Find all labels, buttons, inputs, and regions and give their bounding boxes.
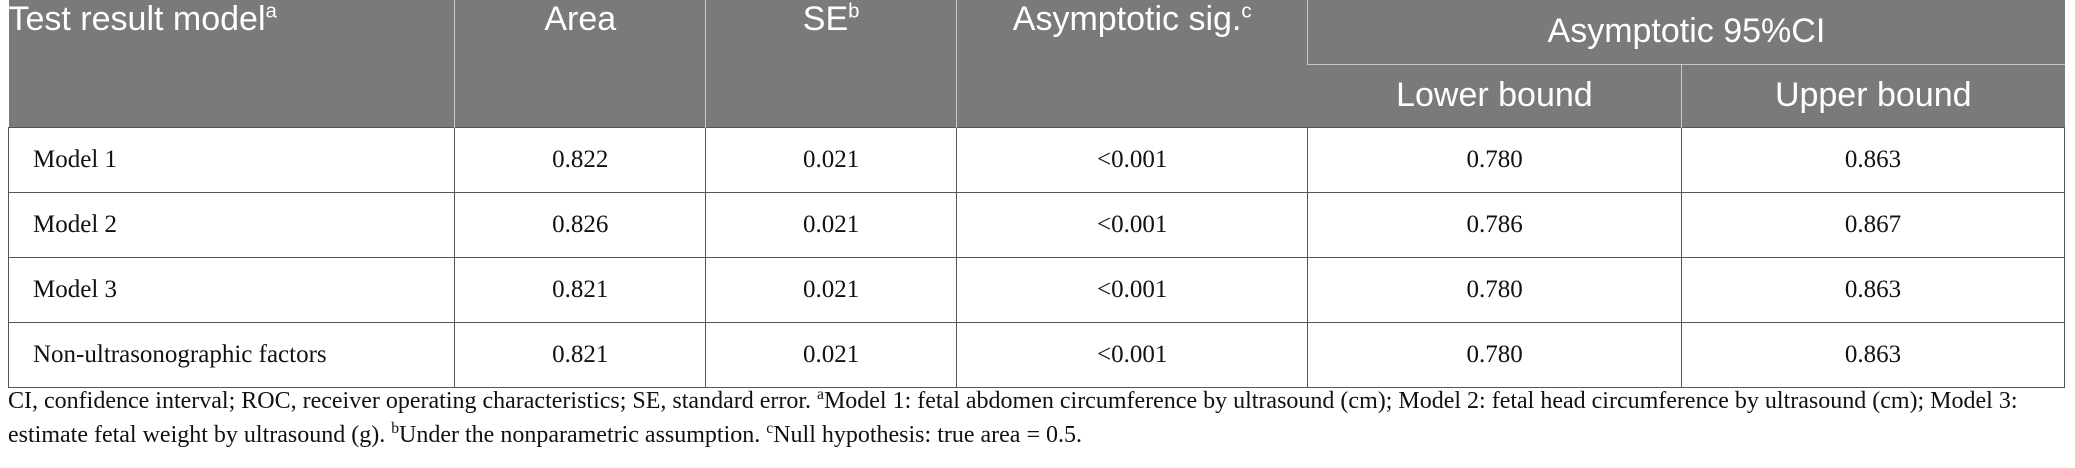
footnote-c-mark: c bbox=[766, 420, 774, 437]
table-row: Model 1 0.822 0.021 <0.001 0.780 0.863 bbox=[7, 126, 2066, 193]
table-row: Non-ultrasonographic factors 0.821 0.021… bbox=[7, 321, 2066, 388]
header-test-result-model: Test result modela bbox=[8, 0, 455, 127]
cell-model: Non-ultrasonographic factors bbox=[7, 321, 456, 388]
cell-model: Model 1 bbox=[7, 126, 456, 193]
cell-se: 0.021 bbox=[705, 321, 958, 388]
table-row: Model 2 0.826 0.021 <0.001 0.786 0.867 bbox=[7, 191, 2066, 258]
cell-lower: 0.780 bbox=[1307, 321, 1682, 388]
footnote-abbreviations: CI, confidence interval; ROC, receiver o… bbox=[8, 388, 812, 414]
results-table: Test result modela Area SEb Asymptotic s… bbox=[7, 0, 2066, 388]
cell-sig: <0.001 bbox=[956, 126, 1309, 193]
cell-area: 0.822 bbox=[454, 126, 707, 193]
cell-upper: 0.867 bbox=[1680, 191, 2066, 258]
header-asymptotic-sig: Asymptotic sig.c bbox=[956, 0, 1308, 127]
cell-model: Model 2 bbox=[7, 191, 456, 258]
header-upper-bound: Upper bound bbox=[1680, 64, 2065, 127]
footnote-b-mark: b bbox=[391, 420, 400, 437]
cell-area: 0.821 bbox=[454, 321, 707, 388]
cell-upper: 0.863 bbox=[1680, 321, 2066, 388]
cell-se: 0.021 bbox=[705, 256, 958, 323]
header-area: Area bbox=[454, 0, 706, 127]
footnote-b-text: Under the nonparametric assumption. bbox=[399, 422, 761, 448]
cell-se: 0.021 bbox=[705, 191, 958, 258]
cell-area: 0.821 bbox=[454, 256, 707, 323]
cell-sig: <0.001 bbox=[956, 321, 1309, 388]
footnote-c-text: Null hypothesis: true area = 0.5. bbox=[773, 422, 1082, 448]
table-footnote: CI, confidence interval; ROC, receiver o… bbox=[8, 384, 2065, 452]
table-header: Test result modela Area SEb Asymptotic s… bbox=[8, 0, 2065, 127]
cell-upper: 0.863 bbox=[1680, 256, 2066, 323]
cell-area: 0.826 bbox=[454, 191, 707, 258]
cell-lower: 0.786 bbox=[1307, 191, 1682, 258]
cell-lower: 0.780 bbox=[1307, 126, 1682, 193]
header-asymptotic-ci: Asymptotic 95%CI bbox=[1307, 0, 2065, 65]
cell-sig: <0.001 bbox=[956, 191, 1309, 258]
footnote-a-text: Model 1: fetal abdomen circumference by … bbox=[8, 388, 2018, 448]
header-se: SEb bbox=[705, 0, 957, 127]
footnote-a-mark: a bbox=[817, 386, 824, 403]
cell-se: 0.021 bbox=[705, 126, 958, 193]
cell-lower: 0.780 bbox=[1307, 256, 1682, 323]
header-lower-bound: Lower bound bbox=[1307, 64, 1682, 127]
cell-model: Model 3 bbox=[7, 256, 456, 323]
table-row: Model 3 0.821 0.021 <0.001 0.780 0.863 bbox=[7, 256, 2066, 323]
table-body: Model 1 0.822 0.021 <0.001 0.780 0.863 M… bbox=[7, 126, 2066, 388]
cell-sig: <0.001 bbox=[956, 256, 1309, 323]
cell-upper: 0.863 bbox=[1680, 126, 2066, 193]
